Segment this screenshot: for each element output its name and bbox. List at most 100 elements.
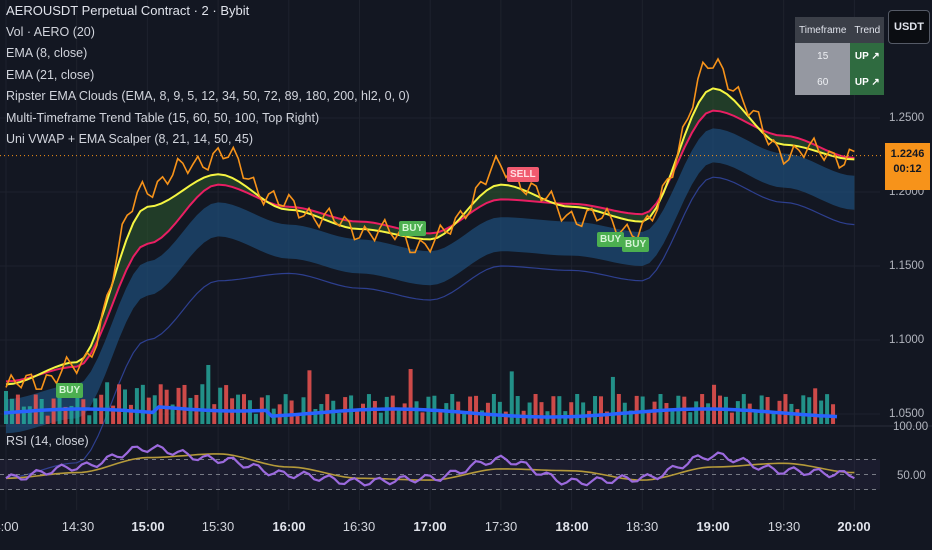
price-axis-label: 1.0500 [889,408,925,420]
ema-8-line [5,87,855,386]
time-axis-label: 19:00 [696,519,730,534]
volume-bar [134,388,139,424]
symbol-title[interactable]: AEROUSDT Perpetual Contract · 2 · Bybit [6,3,250,18]
volume-bar [218,387,223,424]
buy-signal: BUY [597,232,625,247]
volume-bar [706,403,711,424]
volume-bar [801,395,806,424]
volume-bar [105,382,110,424]
volume-bar [295,413,300,424]
price-line [5,57,855,391]
volume-bar [117,384,122,424]
volume-bar [224,385,229,424]
volume-bar [200,384,205,424]
volume-bar [45,415,50,424]
legend-trend-table[interactable]: Multi-Timeframe Trend Table (15, 60, 50,… [6,110,320,125]
price-axis-label: 1.1500 [889,260,925,272]
volume-bar [735,401,740,424]
volume-bar [581,402,586,424]
volume-bar [289,400,294,424]
legend-vwap-scalper[interactable]: Uni VWAP + EMA Scalper (8, 21, 14, 50, 4… [6,132,253,146]
volume-bar [610,376,615,424]
volume-bar [593,396,598,424]
legend-volume[interactable]: Vol · AERO (20) [6,24,95,39]
bar-countdown: 00:12 [893,163,922,175]
volume-bar [831,404,836,424]
volume-bar [15,394,20,424]
volume-bar [753,409,758,424]
volume-bar [551,396,556,424]
volume-bar [337,413,342,424]
volume-bar [372,401,377,424]
volume-bar [646,411,651,424]
volume-bar [378,412,383,424]
currency-button[interactable]: USDT [888,10,930,44]
sell-signal: SELL [507,167,539,182]
rsi-legend[interactable]: RSI (14, close) [6,434,89,448]
volume-bar [664,403,669,424]
time-axis-label: 17:00 [413,519,447,534]
current-price: 1.2246 [890,148,925,160]
volume-bar [206,364,211,424]
volume-bar [688,412,693,424]
volume-bar [569,402,574,424]
time-axis-label: 4:00 [0,519,19,534]
volume-bar [557,396,562,424]
legend-ripster-clouds[interactable]: Ripster EMA Clouds (EMA, 8, 9, 5, 12, 34… [6,89,410,103]
rsi-ma-line [5,453,855,481]
volume-bar [604,411,609,424]
volume-bar [712,384,717,424]
volume-bar [497,401,502,424]
legend-ema-21[interactable]: EMA (21, close) [6,67,95,82]
volume-bar [783,394,788,424]
volume-bar [301,397,306,424]
volume-bar [111,405,116,424]
volume-bar [825,394,830,424]
volume-bar [533,394,538,424]
volume-bar [747,403,752,424]
volume-bar [265,395,270,424]
trend-table-trend: UP ↗ [850,69,885,95]
price-axis-label: 1.2500 [889,112,925,124]
volume-bar [361,403,365,424]
time-axis-label: 19:30 [767,519,801,534]
volume-bar [771,412,776,424]
rsi-axis-label: 50.00 [897,470,926,482]
ema-21-line [5,109,855,383]
volume-bar [128,404,133,424]
trend-table-header-timeframe: Timeframe [795,17,851,43]
volume-bar [468,396,473,424]
volume-bar [176,387,181,424]
volume-bar [670,410,675,424]
buy-signal: BUY [56,383,84,398]
volume-bar [283,394,288,424]
time-axis-label: 14:30 [61,519,95,534]
volume-bar [539,402,544,424]
volume-bar [819,400,824,424]
volume-bar [527,402,532,424]
legend-ema-8[interactable]: EMA (8, close) [6,46,88,60]
vwap-line [3,405,838,419]
ema-cloud-slow [6,128,855,434]
buy-signal: BUY [399,221,427,236]
time-axis-label: 16:30 [342,519,376,534]
volume-bar [491,394,496,424]
volume-bar [313,408,318,424]
indicator-legend: AEROUSDT Perpetual Contract · 2 · Bybit … [6,0,566,151]
trend-table-header-trend: Trend [850,17,885,43]
volume-bar [599,396,603,424]
volume-bar [182,384,187,424]
time-axis-label: 18:00 [555,519,589,534]
volume-bar [444,403,449,424]
volume-bar [616,394,621,424]
volume-bar [325,394,330,424]
volume-bar [69,405,74,424]
volume-bar [450,394,455,424]
trend-table: Timeframe Trend 15 UP ↗ 60 UP ↗ [795,17,885,95]
time-axis-label: 15:30 [201,519,235,534]
volume-bar [355,409,360,424]
volume-bar [652,401,657,424]
volume-bar [474,395,479,424]
